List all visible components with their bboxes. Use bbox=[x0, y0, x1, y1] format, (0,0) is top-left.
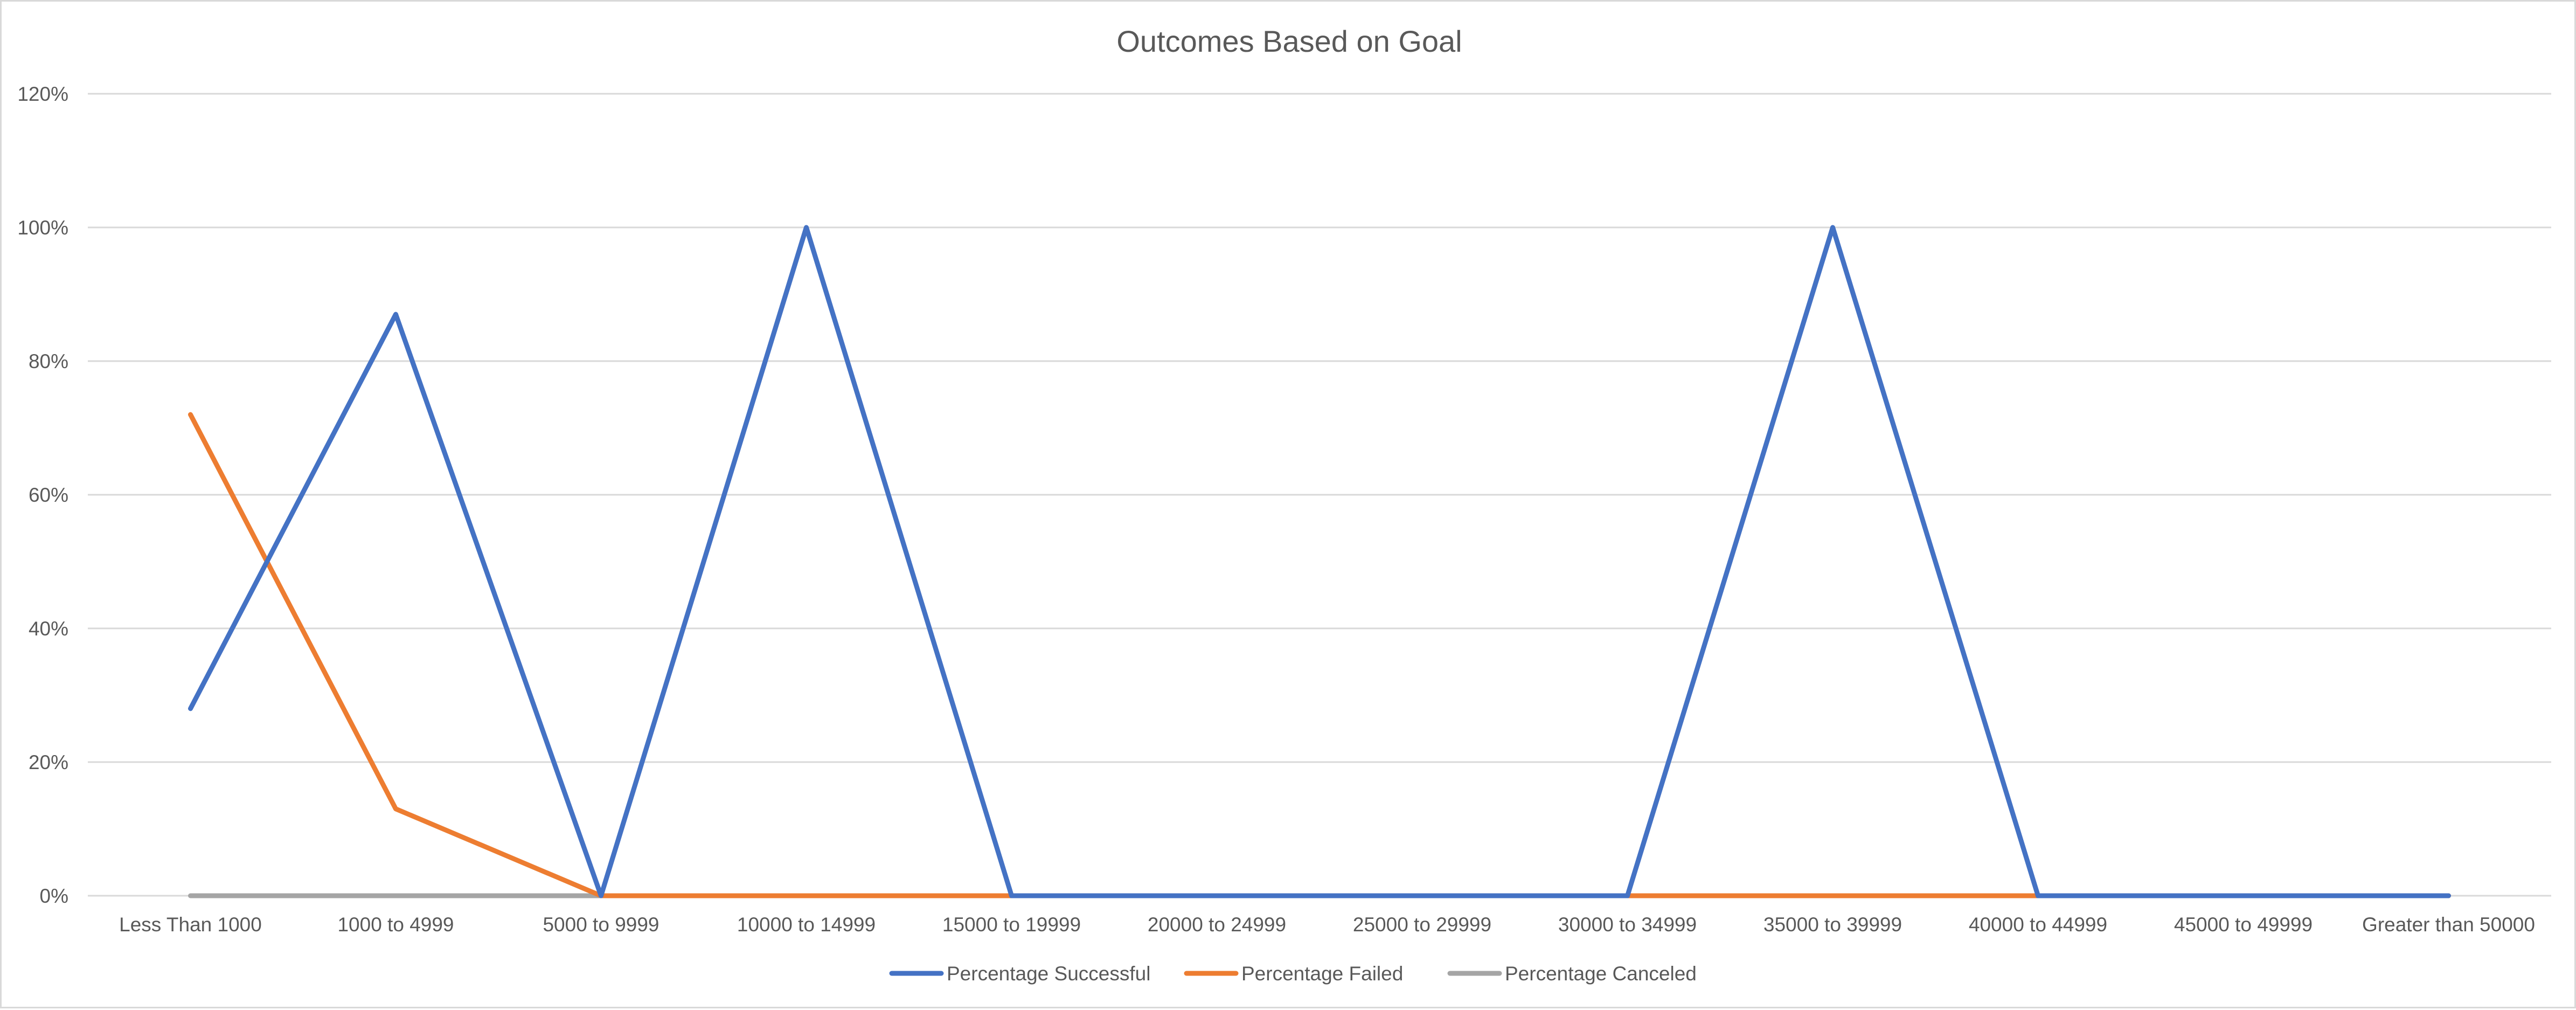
series-lines bbox=[188, 225, 2451, 898]
y-tick-label: 20% bbox=[29, 751, 68, 773]
chart-title: Outcomes Based on Goal bbox=[1116, 24, 1462, 58]
x-tick-label: 15000 to 19999 bbox=[942, 914, 1081, 936]
x-tick-label: 35000 to 39999 bbox=[1763, 914, 1902, 936]
legend-label: Percentage Canceled bbox=[1505, 963, 1697, 985]
x-tick-label: Greater than 50000 bbox=[2362, 914, 2535, 936]
legend-label: Percentage Failed bbox=[1241, 963, 1403, 985]
gridlines bbox=[88, 93, 2551, 897]
x-tick-label: 30000 to 34999 bbox=[1558, 914, 1697, 936]
x-tick-label: 25000 to 29999 bbox=[1353, 914, 1491, 936]
y-tick-label: 40% bbox=[29, 618, 68, 640]
x-tick-label: 40000 to 44999 bbox=[1969, 914, 2107, 936]
series-line-percentage-failed bbox=[188, 412, 2451, 898]
y-axis-tick-labels: 0% 20% 40% 60% 80% 100% 120% bbox=[17, 83, 68, 907]
y-tick-label: 0% bbox=[40, 885, 68, 907]
y-tick-label: 60% bbox=[29, 484, 68, 506]
y-tick-label: 100% bbox=[17, 217, 68, 239]
x-tick-label: 1000 to 4999 bbox=[337, 914, 454, 936]
legend: Percentage Successful Percentage Failed Pe… bbox=[889, 963, 1697, 985]
y-tick-label: 80% bbox=[29, 350, 68, 372]
x-tick-label: 45000 to 49999 bbox=[2174, 914, 2313, 936]
x-tick-label: 10000 to 14999 bbox=[737, 914, 876, 936]
x-axis-tick-labels: Less Than 1000 1000 to 4999 5000 to 9999 10… bbox=[119, 914, 2535, 936]
legend-label: Percentage Successful bbox=[947, 963, 1150, 985]
x-tick-label: 20000 to 24999 bbox=[1148, 914, 1286, 936]
series-line-percentage-successful bbox=[188, 225, 2451, 898]
x-tick-label: Less Than 1000 bbox=[119, 914, 262, 936]
x-tick-label: 5000 to 9999 bbox=[543, 914, 659, 936]
y-tick-label: 120% bbox=[17, 83, 68, 105]
